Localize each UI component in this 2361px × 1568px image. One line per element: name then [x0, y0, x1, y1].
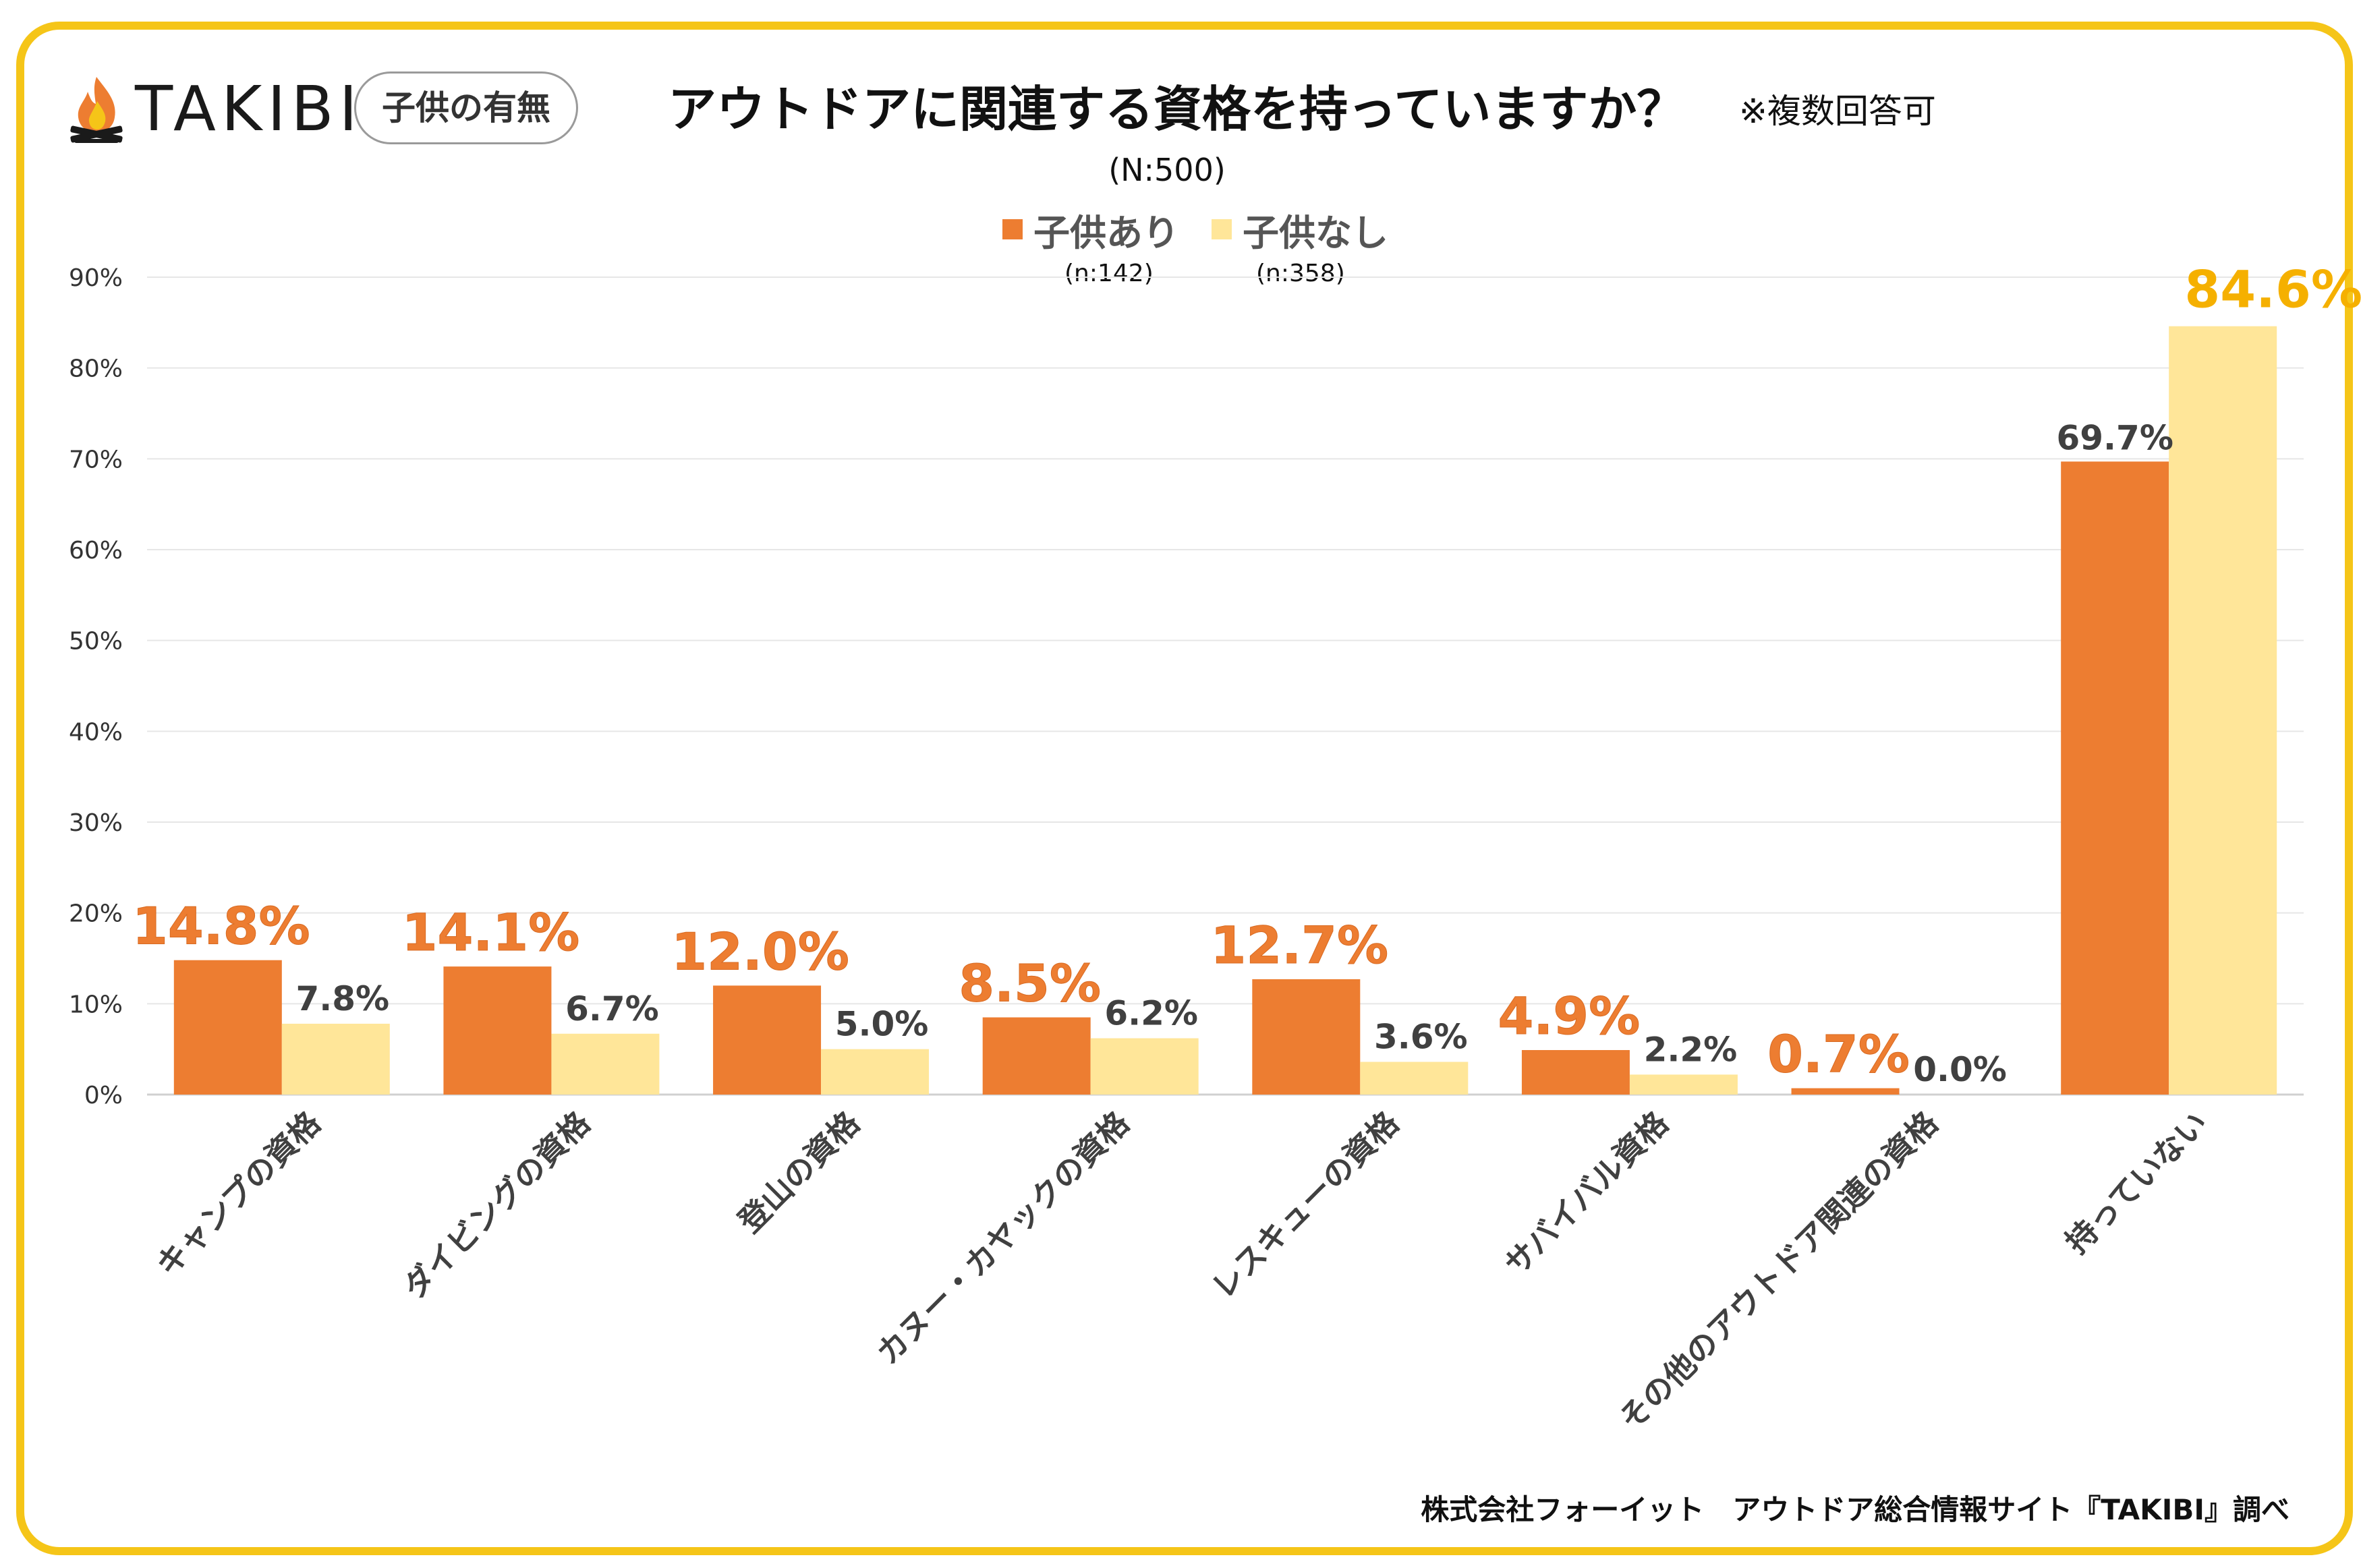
bar-with-children — [1521, 1050, 1630, 1095]
category-label: 登山の資格 — [731, 1104, 867, 1240]
value-label-with-children: 14.1% — [402, 902, 580, 962]
value-label-without-children: 3.6% — [1374, 1018, 1468, 1057]
legend-label-with-children: 子供あり — [1033, 211, 1179, 254]
bar-with-children — [982, 1017, 1091, 1095]
value-label-with-children: 4.9% — [1498, 986, 1641, 1046]
bar-with-children — [1791, 1088, 1900, 1095]
y-tick-label: 50% — [69, 628, 123, 656]
value-label-with-children: 14.8% — [132, 896, 310, 956]
multiple-answer-note: ※複数回答可 — [1739, 92, 1936, 131]
bar-with-children — [443, 966, 552, 1095]
value-label-without-children: 5.0% — [835, 1005, 929, 1044]
legend-label-without-children: 子供なし — [1243, 211, 1388, 254]
campfire-logo-icon — [70, 77, 123, 143]
bar-with-children — [2061, 461, 2169, 1095]
legend-n-with-children: (n:142) — [1064, 260, 1154, 287]
brand-name: TAKIBI — [135, 73, 363, 145]
y-tick-label: 20% — [69, 900, 123, 928]
sample-size: (N:500) — [1108, 152, 1226, 188]
value-label-without-children: 6.7% — [565, 989, 659, 1028]
legend-item-without-children: 子供なし — [1212, 206, 1388, 254]
legend-n-without-children: (n:358) — [1256, 260, 1345, 287]
category-label: サバイバル資格 — [1498, 1104, 1676, 1283]
value-label-without-children: 2.2% — [1644, 1030, 1738, 1069]
category-label: レスキューの資格 — [1205, 1104, 1406, 1306]
bar-without-children — [551, 1033, 660, 1095]
bar-with-children — [713, 985, 822, 1095]
bar-without-children — [821, 1049, 930, 1095]
y-tick-label: 0% — [84, 1082, 123, 1109]
bar-without-children — [281, 1023, 390, 1095]
y-tick-label: 10% — [69, 991, 123, 1018]
category-label: ダイビングの資格 — [396, 1104, 598, 1306]
category-label: その他のアウトドア関連の資格 — [1612, 1104, 1945, 1437]
y-tick-label: 30% — [69, 809, 123, 837]
y-tick-label: 80% — [69, 355, 123, 383]
value-label-with-children: 8.5% — [959, 954, 1101, 1014]
bar-without-children — [1360, 1062, 1469, 1095]
legend-swatch-without-children — [1212, 219, 1232, 239]
y-tick-label: 90% — [69, 264, 123, 292]
bar-with-children — [173, 960, 282, 1095]
y-tick-label: 70% — [69, 446, 123, 473]
bar-without-children — [1090, 1038, 1199, 1095]
bar-with-children — [1252, 979, 1361, 1095]
page-title: アウトドアに関連する資格を持っていますか？ — [668, 81, 1686, 138]
value-label-without-children: 0.0% — [1913, 1050, 2007, 1089]
value-label-with-children: 12.7% — [1210, 915, 1388, 975]
y-tick-label: 60% — [69, 537, 123, 564]
value-label-with-children: 12.0% — [671, 921, 849, 981]
value-label-without-children: 7.8% — [295, 979, 389, 1018]
legend-item-with-children: 子供あり — [1002, 206, 1179, 254]
category-label: キャンプの資格 — [149, 1104, 329, 1283]
footer-credit: 株式会社フォーイット アウトドア総合情報サイト『TAKIBI』調べ — [1421, 1493, 2289, 1526]
bar-without-children — [2169, 326, 2277, 1095]
category-label: カヌー・カヤックの資格 — [869, 1104, 1137, 1372]
category-label: 持っていない — [2058, 1105, 2215, 1261]
legend-swatch-with-children — [1002, 219, 1023, 239]
category-tag: 子供の有無 — [354, 71, 578, 144]
value-label-without-children: 84.6% — [2184, 260, 2361, 320]
value-label-without-children: 6.2% — [1104, 994, 1198, 1033]
value-label-with-children: 69.7% — [2056, 418, 2173, 457]
y-tick-label: 40% — [69, 718, 123, 746]
value-label-with-children: 0.7% — [1767, 1024, 1910, 1084]
bar-without-children — [1629, 1074, 1738, 1095]
